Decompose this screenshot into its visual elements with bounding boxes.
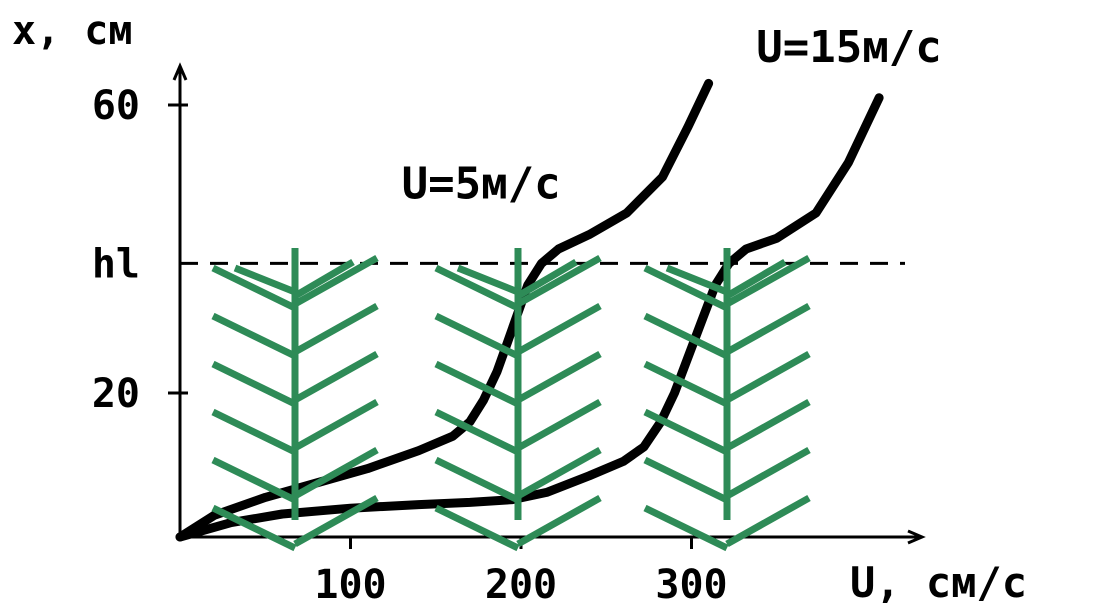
series-annotation-2: U=15м/с	[756, 22, 941, 73]
plant-leaf-left	[211, 456, 297, 504]
plant-leaf-right	[293, 350, 379, 404]
plant-leaf-right	[516, 398, 602, 452]
plant-3	[643, 248, 811, 552]
x-axis-label: U, см/с	[850, 558, 1027, 607]
plant-leaf-left	[233, 264, 297, 296]
y-tick-label: 20	[92, 371, 140, 417]
vegetation-illustration	[211, 248, 811, 552]
plant-leaf-left	[434, 456, 520, 504]
plant-leaf-right	[516, 350, 602, 404]
plant-leaf-right	[516, 494, 602, 548]
x-tick-label: 200	[485, 562, 557, 607]
plant-leaf-right	[516, 446, 602, 500]
hl-label: hl	[92, 241, 140, 287]
plant-1	[211, 248, 379, 552]
x-axis-arrow	[907, 529, 926, 545]
plant-leaf-right	[293, 446, 379, 500]
plant-leaf-right	[725, 494, 811, 548]
plant-leaf-left	[211, 360, 297, 408]
plant-leaf-right	[516, 302, 602, 356]
plant-leaf-left	[434, 312, 520, 360]
plant-leaf-right	[725, 446, 811, 500]
ticks: 100 200 300 20 60	[92, 83, 728, 607]
plant-leaf-right	[293, 494, 379, 548]
x-tick-label: 300	[655, 562, 727, 607]
plant-leaf-left	[643, 504, 729, 552]
plant-leaf-right	[293, 254, 379, 308]
series-line-2	[175, 93, 884, 542]
plant-leaf-left	[665, 264, 729, 296]
series-annotation-1: U=5м/с	[402, 159, 561, 210]
plant-leaf-right	[293, 302, 379, 356]
plant-leaf-right	[725, 350, 811, 404]
plant-leaf-left	[643, 264, 729, 312]
plant-leaf-right	[725, 302, 811, 356]
plant-leaf-right	[516, 258, 578, 300]
plant-leaf-left	[456, 264, 520, 296]
plant-leaf-left	[211, 264, 297, 312]
plant-leaf-left	[434, 408, 520, 456]
plant-leaf-left	[434, 360, 520, 408]
plant-leaf-left	[643, 456, 729, 504]
plant-leaf-left	[643, 360, 729, 408]
plant-leaf-left	[211, 504, 297, 552]
plant-leaf-left	[211, 408, 297, 456]
x-tick-label: 100	[314, 562, 386, 607]
plant-leaf-right	[725, 258, 787, 300]
labels: x, см U, см/с U=5м/с U=15м/с	[12, 8, 1027, 607]
plant-leaf-left	[434, 264, 520, 312]
plant-leaf-right	[293, 258, 355, 300]
plant-leaf-left	[211, 312, 297, 360]
plant-2	[434, 248, 602, 552]
series-line-1	[175, 78, 714, 542]
plant-leaf-left	[434, 504, 520, 552]
y-axis-label: x, см	[12, 8, 132, 54]
plant-leaf-left	[643, 408, 729, 456]
plant-leaf-right	[725, 254, 811, 308]
plant-leaf-right	[516, 254, 602, 308]
plant-leaf-right	[725, 398, 811, 452]
plant-leaf-left	[643, 312, 729, 360]
y-tick-label: 60	[92, 83, 140, 129]
plant-leaf-right	[293, 398, 379, 452]
y-axis-arrow	[172, 62, 188, 81]
